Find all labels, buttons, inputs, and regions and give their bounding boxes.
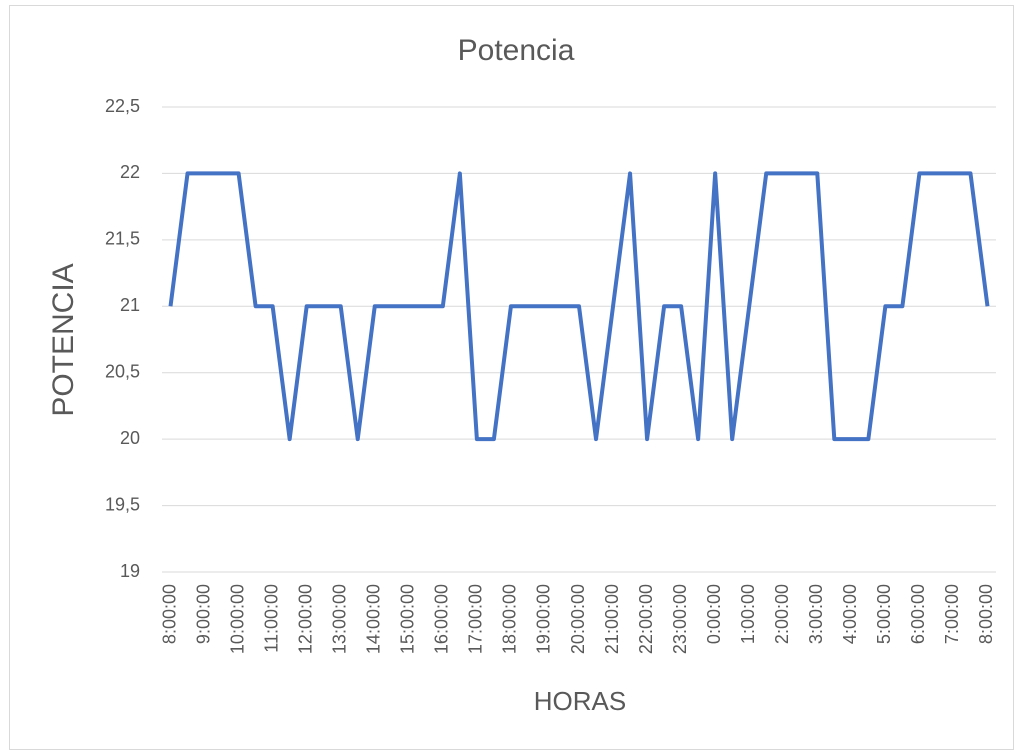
x-tick-label: 14:00:00 [364, 584, 384, 654]
x-tick-label: 23:00:00 [670, 584, 690, 654]
x-tick-label: 12:00:00 [295, 584, 315, 654]
y-tick-label: 21,5 [105, 229, 140, 249]
x-tick-label: 4:00:00 [840, 584, 860, 644]
x-axis-label: HORAS [534, 686, 626, 716]
data-line [168, 171, 990, 442]
x-tick-label: 22:00:00 [636, 584, 656, 654]
x-tick-label: 21:00:00 [602, 584, 622, 654]
x-tick-label: 20:00:00 [568, 584, 588, 654]
x-tick-label: 9:00:00 [193, 584, 213, 644]
y-tick-label: 20,5 [105, 361, 140, 381]
y-tick-label: 19 [120, 561, 140, 581]
x-tick-label: 3:00:00 [806, 584, 826, 644]
y-tick-label: 22 [120, 162, 140, 182]
x-tick-label: 5:00:00 [874, 584, 894, 644]
x-tick-label: 2:00:00 [772, 584, 792, 644]
x-tick-label: 0:00:00 [704, 584, 724, 644]
x-tick-label: 17:00:00 [466, 584, 486, 654]
y-tick-label: 20 [120, 428, 140, 448]
x-tick-label: 15:00:00 [398, 584, 418, 654]
x-tick-label: 18:00:00 [500, 584, 520, 654]
x-tick-label: 13:00:00 [329, 584, 349, 654]
y-tick-label: 21 [120, 295, 140, 315]
x-tick-label: 1:00:00 [738, 584, 758, 644]
x-tick-label: 11:00:00 [261, 584, 281, 653]
y-axis-label: POTENCIA [47, 263, 80, 416]
x-tick-label: 7:00:00 [942, 584, 962, 644]
y-tick-label: 19,5 [105, 494, 140, 514]
chart-title: Potencia [458, 34, 575, 67]
x-tick-label: 19:00:00 [534, 584, 554, 654]
chart-border [9, 5, 1014, 750]
x-tick-label: 8:00:00 [976, 584, 996, 644]
y-tick-label: 22,5 [105, 96, 140, 116]
x-tick-label: 10:00:00 [227, 584, 247, 654]
x-tick-label: 16:00:00 [432, 584, 452, 654]
x-tick-label: 8:00:00 [159, 584, 179, 644]
x-tick-label: 6:00:00 [908, 584, 928, 644]
